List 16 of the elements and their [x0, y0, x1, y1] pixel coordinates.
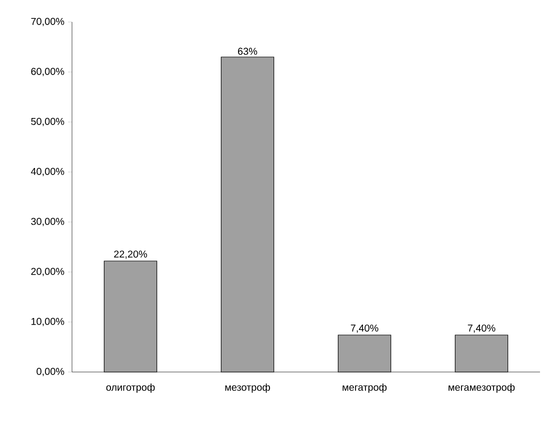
y-tick-label: 10,00% — [31, 318, 64, 326]
y-tick-label: 30,00% — [31, 218, 64, 226]
data-label: 22,20% — [114, 250, 148, 259]
x-tick-label: мегатроф — [342, 383, 387, 393]
data-label: 7,40% — [468, 324, 496, 333]
data-label: 63% — [238, 48, 258, 55]
x-tick-label: олиготроф — [106, 383, 155, 393]
data-label: 7,40% — [350, 324, 378, 333]
y-tick-label: 50,00% — [31, 118, 64, 126]
y-tick-label: 70,00% — [31, 18, 64, 26]
y-tick-label: 40,00% — [30, 168, 64, 176]
y-tick-label: 20,00% — [31, 268, 64, 276]
y-tick-label: 0,00% — [36, 368, 64, 376]
x-tick-label: мезотроф — [225, 383, 270, 393]
x-tick-label: мегамезотроф — [448, 383, 515, 393]
y-tick-label: 60,00% — [31, 68, 64, 76]
